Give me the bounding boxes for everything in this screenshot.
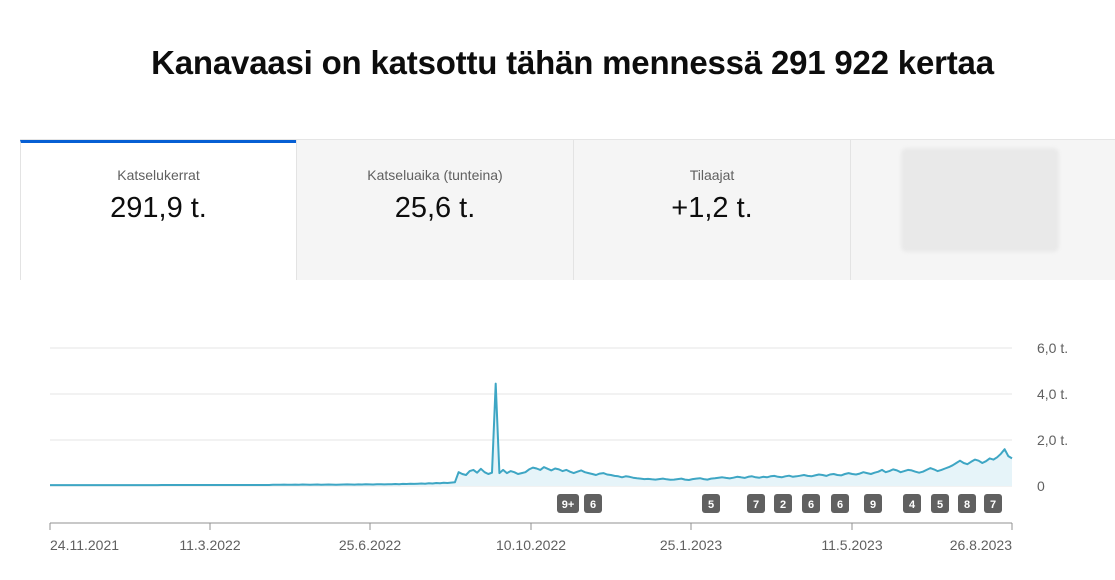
- event-badge-box: [557, 494, 579, 513]
- tab-subscribers-value: +1,2 t.: [671, 192, 753, 224]
- event-badge-box: [864, 494, 882, 513]
- event-badge-label: 6: [590, 499, 596, 511]
- event-badge[interactable]: 6: [584, 494, 602, 513]
- event-badge-box: [831, 494, 849, 513]
- page-title: Kanavaasi on katsottu tähän mennessä 291…: [151, 44, 994, 81]
- event-badge-label: 4: [909, 499, 916, 511]
- event-badge-label: 6: [837, 499, 843, 511]
- event-badge-label: 9+: [562, 499, 575, 511]
- event-badge[interactable]: 7: [747, 494, 765, 513]
- event-badge-box: [802, 494, 820, 513]
- tab-views-value: 291,9 t.: [110, 192, 207, 224]
- event-badge-label: 5: [708, 499, 714, 511]
- event-badge-box: [931, 494, 949, 513]
- x-tick-label: 11.3.2022: [179, 537, 240, 553]
- series-area: [50, 383, 1012, 486]
- y-tick-label: 2,0 t.: [1037, 432, 1068, 448]
- tab-watch-time-label: Katseluaika (tunteina): [367, 167, 503, 183]
- event-badge-box: [958, 494, 976, 513]
- event-badge[interactable]: 5: [702, 494, 720, 513]
- y-tick-label: 4,0 t.: [1037, 386, 1068, 402]
- event-badge-box: [747, 494, 765, 513]
- series-line: [50, 382, 1013, 487]
- tab-watch-time-value: 25,6 t.: [394, 192, 476, 224]
- event-badge[interactable]: 6: [802, 494, 820, 513]
- x-tick-label: 25.6.2022: [339, 537, 401, 553]
- event-badge-label: 8: [964, 499, 970, 511]
- event-badge-box: [702, 494, 720, 513]
- x-tick-label: 10.10.2022: [496, 537, 566, 553]
- tab-views[interactable]: Katselukerrat 291,9 t.: [20, 140, 296, 280]
- y-tick-label: 0: [1037, 478, 1045, 494]
- event-badge[interactable]: 9+: [557, 494, 579, 513]
- event-badge[interactable]: 8: [958, 494, 976, 513]
- x-tick-label: 24.11.2021: [50, 537, 119, 553]
- x-tick-label: 26.8.2023: [950, 537, 1012, 553]
- metric-tabs: Katselukerrat 291,9 t. Katseluaika (tunt…: [20, 139, 1115, 280]
- event-badge[interactable]: 2: [774, 494, 792, 513]
- event-badge-label: 7: [990, 499, 996, 511]
- y-tick-label: 6,0 t.: [1037, 340, 1068, 356]
- tab-subscribers[interactable]: Tilaajat +1,2 t.: [573, 140, 850, 280]
- event-badge-box: [584, 494, 602, 513]
- event-badge-box: [984, 494, 1002, 513]
- event-badge[interactable]: 9: [864, 494, 882, 513]
- event-badge[interactable]: 7: [984, 494, 1002, 513]
- event-badge-label: 9: [870, 499, 876, 511]
- event-badge[interactable]: 5: [931, 494, 949, 513]
- blurred-content: [901, 148, 1059, 252]
- event-badge-box: [774, 494, 792, 513]
- x-tick-label: 11.5.2023: [821, 537, 882, 553]
- views-line-chart: 6,0 t.4,0 t.2,0 t.024.11.2021 11.3.2022 25…: [49, 340, 1068, 553]
- event-badge[interactable]: 6: [831, 494, 849, 513]
- event-badge-label: 7: [753, 499, 759, 511]
- tab-views-label: Katselukerrat: [117, 167, 200, 183]
- event-badge-label: 2: [780, 499, 786, 511]
- tab-blurred[interactable]: [850, 140, 1115, 280]
- event-badge-label: 6: [808, 499, 814, 511]
- event-badge[interactable]: 4: [903, 494, 921, 513]
- tab-subscribers-label: Tilaajat: [689, 167, 735, 183]
- event-badge-box: [903, 494, 921, 513]
- tab-watch-time[interactable]: Katseluaika (tunteina) 25,6 t.: [296, 140, 573, 280]
- event-badge-label: 5: [937, 499, 943, 511]
- x-tick-label: 25.1.2023: [660, 537, 722, 553]
